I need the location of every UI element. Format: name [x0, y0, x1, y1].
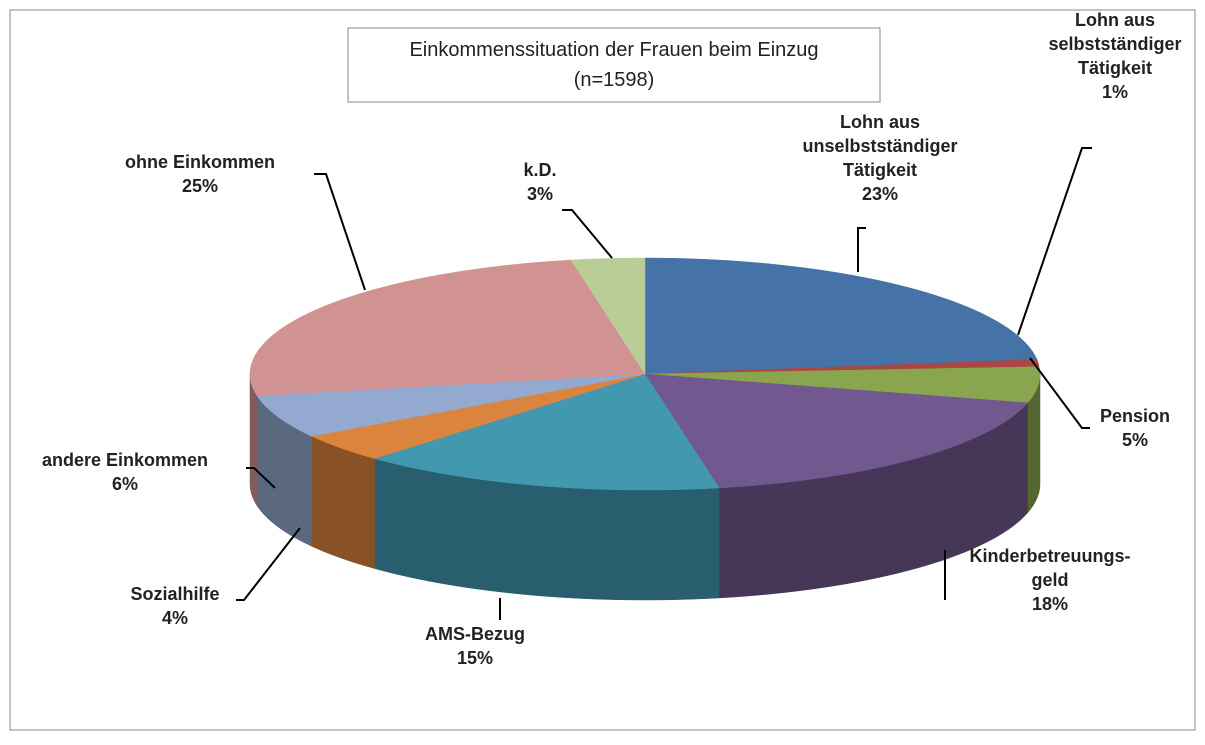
label-line: andere Einkommen	[42, 450, 208, 470]
label-line: k.D.	[523, 160, 556, 180]
category-label: Lohn aus unselbstständiger Tätigkeit	[802, 112, 957, 180]
category-label: Kinderbetreuungs-geld	[969, 546, 1130, 590]
leader-line	[314, 173, 366, 291]
category-label: Pension	[1100, 406, 1170, 426]
label-line: Pension	[1100, 406, 1170, 426]
value-label: 3%	[527, 184, 553, 204]
value-label: 1%	[1102, 82, 1128, 102]
slice	[570, 257, 646, 375]
leader-line	[857, 227, 866, 272]
value-label: 25%	[182, 176, 218, 196]
value-label: 15%	[457, 648, 493, 668]
label-line: selbstständiger	[1048, 34, 1181, 54]
category-label: ohne Einkommen	[125, 152, 275, 172]
label-line: geld	[1031, 570, 1068, 590]
value-label: 18%	[1032, 594, 1068, 614]
chart-title: Einkommenssituation der Frauen beim Einz…	[409, 39, 818, 61]
slice	[256, 373, 646, 437]
leader-line	[1017, 147, 1092, 336]
category-label: andere Einkommen	[42, 450, 208, 470]
leader-line	[236, 527, 301, 601]
label-line: AMS-Bezug	[425, 624, 525, 644]
slice	[644, 373, 1029, 489]
label-line: ohne Einkommen	[125, 152, 275, 172]
slice	[249, 259, 646, 396]
category-label: k.D.	[523, 160, 556, 180]
slice	[644, 257, 1038, 375]
slice	[373, 373, 720, 491]
label-line: Lohn aus	[1075, 10, 1155, 30]
leader-line	[1029, 357, 1090, 429]
chart-subtitle: (n=1598)	[574, 69, 655, 91]
label-line: Kinderbetreuungs-	[969, 546, 1130, 566]
category-label: AMS-Bezug	[425, 624, 525, 644]
label-line: unselbstständiger	[802, 136, 957, 156]
label-line: Sozialhilfe	[130, 584, 219, 604]
category-label: Sozialhilfe	[130, 584, 219, 604]
label-line: Tätigkeit	[843, 160, 917, 180]
value-label: 5%	[1122, 430, 1148, 450]
leader-line	[246, 467, 276, 489]
title-box	[347, 27, 881, 103]
leader-line	[562, 209, 613, 259]
category-label: Lohn aus selbstständiger Tätigkeit	[1048, 10, 1181, 78]
label-line: Lohn aus	[840, 112, 920, 132]
value-label: 4%	[162, 608, 188, 628]
value-label: 23%	[862, 184, 898, 204]
label-line: Tätigkeit	[1078, 58, 1152, 78]
value-label: 6%	[112, 474, 138, 494]
slice	[310, 373, 646, 459]
